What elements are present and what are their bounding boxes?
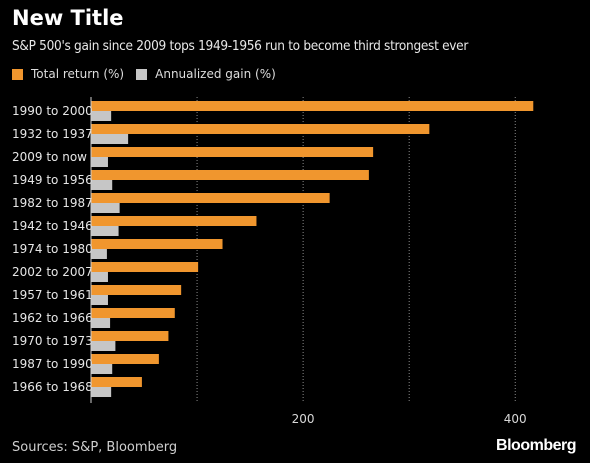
category-label-11: 1987 to 1990 (12, 357, 93, 371)
bar-annualized-gain-7 (91, 272, 108, 282)
category-label-3: 1949 to 1956 (12, 173, 93, 187)
category-label-2: 2009 to now (12, 150, 87, 164)
bar-total-return-9 (91, 308, 175, 318)
bar-annualized-gain-10 (91, 341, 116, 351)
bar-total-return-3 (91, 170, 369, 180)
category-label-4: 1982 to 1987 (12, 196, 93, 210)
category-label-6: 1974 to 1980 (12, 242, 93, 256)
bar-total-return-0 (91, 101, 534, 111)
bar-annualized-gain-8 (91, 295, 108, 305)
bar-total-return-4 (91, 193, 330, 203)
bar-total-return-10 (91, 331, 169, 341)
category-label-9: 1962 to 1966 (12, 311, 93, 325)
bar-annualized-gain-5 (91, 226, 119, 236)
bar-annualized-gain-6 (91, 249, 107, 259)
legend-item-total-return: Total return (%) (12, 67, 124, 81)
bar-total-return-7 (91, 262, 199, 272)
bar-total-return-8 (91, 285, 182, 295)
x-tick-label-400: 400 (504, 412, 527, 426)
bar-annualized-gain-3 (91, 180, 113, 190)
legend: Total return (%) Annualized gain (%) (12, 67, 288, 81)
bloomberg-logo: Bloomberg (496, 437, 576, 454)
bar-total-return-2 (91, 147, 374, 157)
category-label-5: 1942 to 1946 (12, 219, 93, 233)
category-label-7: 2002 to 2007 (12, 265, 93, 279)
bar-total-return-1 (91, 124, 430, 134)
bar-total-return-11 (91, 354, 159, 364)
bar-annualized-gain-0 (91, 111, 112, 121)
category-label-12: 1966 to 1968 (12, 380, 93, 394)
bar-annualized-gain-4 (91, 203, 120, 213)
category-label-0: 1990 to 2000 (12, 104, 93, 118)
legend-item-annualized-gain: Annualized gain (%) (136, 67, 276, 81)
category-label-10: 1970 to 1973 (12, 334, 93, 348)
chart-title: New Title (12, 6, 124, 30)
bar-annualized-gain-1 (91, 134, 129, 144)
bar-annualized-gain-2 (91, 157, 108, 167)
source-note: Sources: S&P, Bloomberg (12, 440, 178, 455)
x-tick-label-200: 200 (292, 412, 315, 426)
bar-total-return-6 (91, 239, 223, 249)
category-label-8: 1957 to 1961 (12, 288, 93, 302)
category-label-1: 1932 to 1937 (12, 127, 93, 141)
legend-swatch-total-return (12, 68, 23, 80)
bar-annualized-gain-12 (91, 387, 112, 397)
legend-label-annualized-gain: Annualized gain (%) (155, 67, 276, 81)
chart-subtitle: S&P 500's gain since 2009 tops 1949-1956… (12, 38, 469, 54)
bar-annualized-gain-11 (91, 364, 113, 374)
legend-swatch-annualized-gain (136, 68, 148, 80)
legend-label-total-return: Total return (%) (31, 67, 125, 81)
bar-total-return-5 (91, 216, 257, 226)
bar-total-return-12 (91, 377, 142, 387)
bar-annualized-gain-9 (91, 318, 111, 328)
